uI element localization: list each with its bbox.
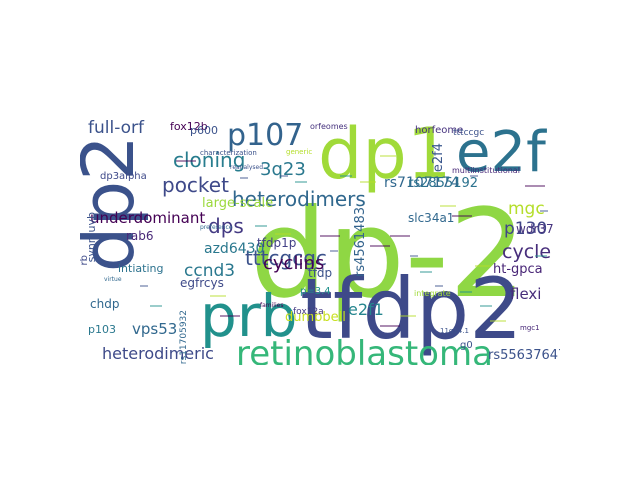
- word-cloud-filler-mark: [480, 305, 492, 307]
- word-cloud-word: cycle: [502, 241, 552, 263]
- word-cloud-word: fox12a: [293, 307, 324, 317]
- word-cloud-filler-mark: [525, 185, 545, 187]
- word-cloud-filler-mark: [380, 155, 396, 157]
- word-cloud-filler-mark: [460, 291, 472, 293]
- word-cloud-filler-mark: [176, 160, 196, 162]
- word-cloud-word: dumbbell: [285, 310, 346, 325]
- word-cloud-filler-mark: [370, 245, 390, 247]
- word-cloud-word: dp-2: [250, 183, 527, 325]
- word-cloud-word: prb: [200, 282, 298, 350]
- word-cloud-filler-mark: [380, 325, 400, 327]
- word-cloud-word: rs4561483: [353, 207, 368, 278]
- word-cloud-filler-mark: [330, 250, 338, 252]
- word-cloud-filler-mark: [240, 177, 248, 179]
- word-cloud-filler-mark: [275, 233, 291, 235]
- word-cloud-word: horfeome: [415, 125, 464, 136]
- word-cloud-filler-mark: [470, 175, 478, 177]
- word-cloud-word: heterodimers: [232, 187, 366, 211]
- word-cloud-word: cyclins: [263, 253, 325, 274]
- word-cloud-word: multiinstitutional: [452, 166, 520, 175]
- word-cloud-word: azd6430: [204, 241, 265, 257]
- word-cloud-filler-mark: [340, 175, 352, 177]
- word-cloud-filler-mark: [535, 255, 547, 257]
- word-cloud-word: intiating: [118, 262, 164, 275]
- word-cloud-word: tfdp2: [300, 260, 523, 358]
- word-cloud-word: families: [260, 302, 284, 309]
- word-cloud-word: rs2855192: [408, 176, 479, 191]
- word-cloud-word: vps53: [132, 320, 178, 338]
- word-cloud-word: dps: [208, 214, 244, 238]
- word-cloud-filler-mark: [280, 175, 288, 177]
- word-cloud-word: e2f: [456, 120, 546, 185]
- word-cloud-filler-mark: [220, 315, 240, 317]
- word-cloud-word: p=3.4: [300, 286, 331, 297]
- word-cloud-word: full-orf: [88, 118, 145, 138]
- word-cloud-word: characterization: [200, 149, 257, 157]
- word-cloud-filler-mark: [435, 285, 443, 287]
- word-cloud-word: p103: [88, 323, 116, 336]
- word-cloud-word: p107: [227, 118, 304, 153]
- word-cloud-word: retinoblastoma: [236, 334, 493, 365]
- word-cloud-word: p130: [504, 219, 548, 239]
- word-cloud-word: tfdp: [308, 266, 333, 280]
- word-cloud-word: chdp: [90, 297, 120, 311]
- word-cloud-word: tttccgc: [453, 128, 485, 138]
- word-cloud-word: p600: [190, 124, 218, 137]
- word-cloud-word: virtue: [104, 276, 122, 283]
- word-cloud-word: rs55637647: [488, 348, 560, 363]
- word-cloud-filler-mark: [475, 265, 491, 267]
- word-cloud-filler-mark: [390, 235, 410, 237]
- word-cloud-filler-mark: [140, 285, 148, 287]
- word-cloud-word: mgc: [508, 199, 545, 219]
- word-cloud-filler-mark: [490, 320, 506, 322]
- word-cloud-word: cloning: [173, 148, 246, 172]
- word-cloud-filler-mark: [452, 215, 472, 217]
- word-cloud-word: tfdp1p: [257, 236, 297, 250]
- word-cloud-filler-mark: [360, 181, 376, 183]
- word-cloud-word: preference: [200, 224, 233, 231]
- word-cloud-word: flexi: [510, 285, 542, 303]
- word-cloud-word: dp1: [318, 115, 452, 195]
- word-cloud-word: reanalysed: [230, 164, 264, 171]
- word-cloud-filler-mark: [440, 205, 456, 207]
- word-cloud-word: rs7107174: [384, 175, 460, 191]
- word-cloud-word: 3q23: [260, 159, 306, 180]
- word-cloud-word: tttcgcgc: [245, 246, 327, 270]
- word-cloud-word: e2f4: [431, 143, 446, 173]
- word-cloud-filler-mark: [410, 255, 418, 257]
- word-cloud-word: dp3alpha: [100, 171, 147, 182]
- word-cloud-word: egfrcys: [180, 276, 224, 290]
- word-cloud-word: heterodimeric: [102, 344, 214, 363]
- word-cloud-word: pocket: [162, 173, 229, 197]
- word-cloud-word: orfeomes: [310, 122, 348, 131]
- word-cloud-filler-mark: [210, 295, 226, 297]
- word-cloud-word: g0: [460, 340, 473, 351]
- word-cloud-word: e2f1: [348, 300, 384, 319]
- word-cloud-word: generic: [286, 148, 313, 156]
- word-cloud-word: large-scale: [202, 196, 274, 211]
- word-cloud-word: slc34a1: [408, 211, 455, 225]
- word-cloud-word: 11q14.1: [440, 327, 469, 335]
- word-cloud-word: rab6: [126, 229, 154, 243]
- word-cloud-filler-mark: [295, 181, 307, 183]
- word-cloud-word: underdominant: [90, 209, 206, 227]
- word-cloud-word: ht-gpca: [493, 262, 543, 277]
- word-cloud-filler-mark: [400, 315, 416, 317]
- word-cloud-word: rb: [80, 255, 90, 266]
- word-cloud-word: ccnd3: [184, 261, 236, 281]
- word-cloud-word: wdr37: [516, 222, 554, 236]
- word-cloud-filler-mark: [255, 225, 267, 227]
- word-cloud-filler-mark: [320, 235, 340, 237]
- word-cloud-filler-mark: [150, 305, 162, 307]
- word-cloud-filler-mark: [540, 210, 548, 212]
- word-cloud-word: rs11705932: [179, 310, 189, 365]
- word-cloud-word: fox12b: [170, 120, 208, 133]
- word-cloud: dp-2 dp2 tfdp2 dp1 e2f prb retinoblastoma p107 h…: [80, 115, 560, 365]
- word-cloud-word: mgc1: [520, 324, 540, 332]
- word-cloud-word: integrate: [414, 289, 451, 298]
- word-cloud-filler-mark: [420, 271, 432, 273]
